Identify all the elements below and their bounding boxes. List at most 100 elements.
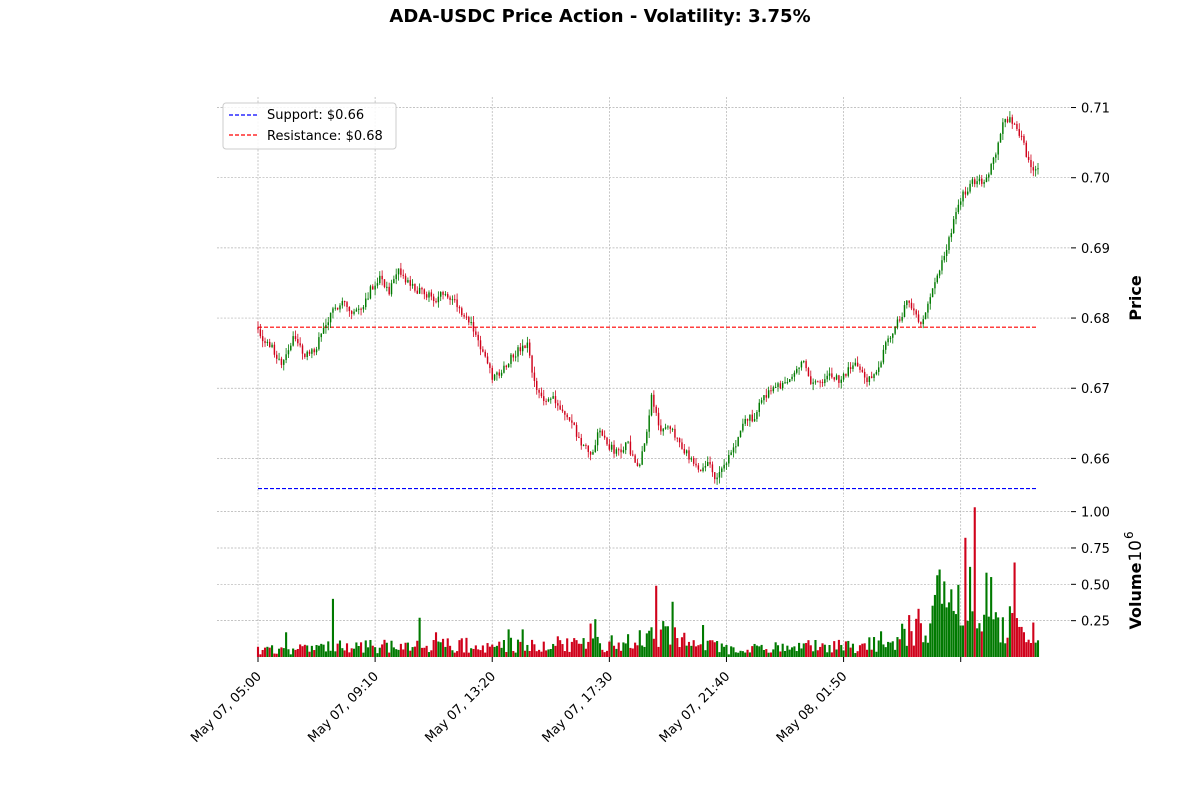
candle-body xyxy=(887,338,889,343)
candle-body xyxy=(861,369,864,372)
candle-body xyxy=(599,430,601,433)
volume-tick-label: 0.50 xyxy=(1081,578,1110,593)
candle-body xyxy=(407,280,409,283)
volume-bar xyxy=(493,646,496,657)
volume-bar xyxy=(360,642,363,657)
candle-body xyxy=(845,373,847,376)
candle-body xyxy=(566,414,568,418)
candle-body xyxy=(514,356,517,358)
volume-bar xyxy=(844,641,847,657)
candle-body xyxy=(327,322,329,326)
volume-bar xyxy=(367,647,370,657)
candle-body xyxy=(924,312,927,320)
candle-body xyxy=(273,344,276,355)
candle-body xyxy=(526,342,529,348)
candle-body xyxy=(732,447,735,453)
volume-bar xyxy=(840,644,843,657)
candle-body xyxy=(357,308,360,310)
candle-body xyxy=(428,292,430,298)
price-tick-label: 0.68 xyxy=(1081,312,1110,327)
volume-bar xyxy=(523,650,527,657)
candle-body xyxy=(582,444,585,446)
volume-bar xyxy=(966,620,969,657)
volume-bar xyxy=(706,640,709,657)
volume-bar xyxy=(858,645,862,657)
volume-bar xyxy=(570,641,573,657)
candle-body xyxy=(411,283,414,286)
volume-bar xyxy=(549,649,552,657)
candle-body xyxy=(355,309,358,312)
volume-tick-label: 0.25 xyxy=(1081,615,1110,630)
candle-body xyxy=(489,363,491,368)
volume-bar xyxy=(910,631,913,657)
candle-body xyxy=(470,322,472,324)
volume-bar xyxy=(603,652,606,657)
candle-body xyxy=(814,381,817,383)
volume-bar xyxy=(652,638,655,657)
candle-body xyxy=(931,288,934,298)
volume-bar xyxy=(273,653,276,657)
volume-bar xyxy=(329,650,332,657)
candle-body xyxy=(943,255,946,261)
candle-body xyxy=(430,292,433,297)
candle-body xyxy=(756,412,758,420)
volume-bar xyxy=(713,642,716,657)
candle-body xyxy=(313,349,315,353)
candle-body xyxy=(498,372,500,376)
candle-body xyxy=(702,467,704,472)
volume-bar xyxy=(540,651,543,657)
volume-bar xyxy=(491,644,494,657)
candle-body xyxy=(784,382,786,384)
candle-body xyxy=(393,279,395,284)
volume-bar xyxy=(352,648,356,657)
candle-body xyxy=(999,133,1002,143)
legend: Support: $0.66 Resistance: $0.68 xyxy=(222,102,397,150)
candle-body xyxy=(927,303,929,313)
chart-title: ADA-USDC Price Action - Volatility: 3.75… xyxy=(389,6,810,27)
volume-bar xyxy=(964,537,967,657)
volume-bar xyxy=(399,643,402,657)
candle-body xyxy=(479,340,482,350)
candle-body xyxy=(536,380,538,390)
candle-body xyxy=(294,336,297,340)
candle-body xyxy=(454,299,456,301)
volume-bar xyxy=(577,643,580,657)
candle-body xyxy=(318,337,320,350)
candle-body xyxy=(421,287,423,290)
candle-body xyxy=(721,468,723,473)
volume-bar xyxy=(521,629,524,657)
volume-bar xyxy=(863,643,866,657)
volume-bar xyxy=(655,585,658,657)
volume-bar xyxy=(507,629,510,657)
volume-bar xyxy=(343,650,346,657)
candle-body xyxy=(564,411,566,415)
volume-bar xyxy=(514,652,517,657)
volume-bar xyxy=(805,643,808,657)
legend-support-label: Support: $0.66 xyxy=(267,108,364,123)
candle-body xyxy=(913,308,915,311)
candle-body xyxy=(971,179,974,184)
volume-bar xyxy=(320,643,323,657)
volume-bar xyxy=(657,646,660,657)
volume-bar xyxy=(774,642,777,657)
candle-body xyxy=(585,444,587,446)
volume-bar xyxy=(847,640,850,657)
candle-body xyxy=(678,438,681,443)
candle-body xyxy=(322,328,325,334)
volume-bar xyxy=(779,651,782,657)
candle-body xyxy=(350,311,353,314)
volume-bar xyxy=(584,648,587,657)
volume-bar xyxy=(620,650,623,657)
volume-bar xyxy=(285,632,288,657)
volume-bar xyxy=(533,644,536,657)
volume-bar xyxy=(542,641,545,657)
volume-bar xyxy=(786,645,789,657)
volume-bar xyxy=(355,642,358,657)
volume-bar xyxy=(943,581,946,657)
volume-bar xyxy=(908,615,911,657)
volume-bar xyxy=(919,623,922,657)
candle-body xyxy=(877,367,880,372)
volume-bar xyxy=(378,647,381,657)
volume-bar xyxy=(877,640,880,657)
candle-body xyxy=(981,178,983,184)
